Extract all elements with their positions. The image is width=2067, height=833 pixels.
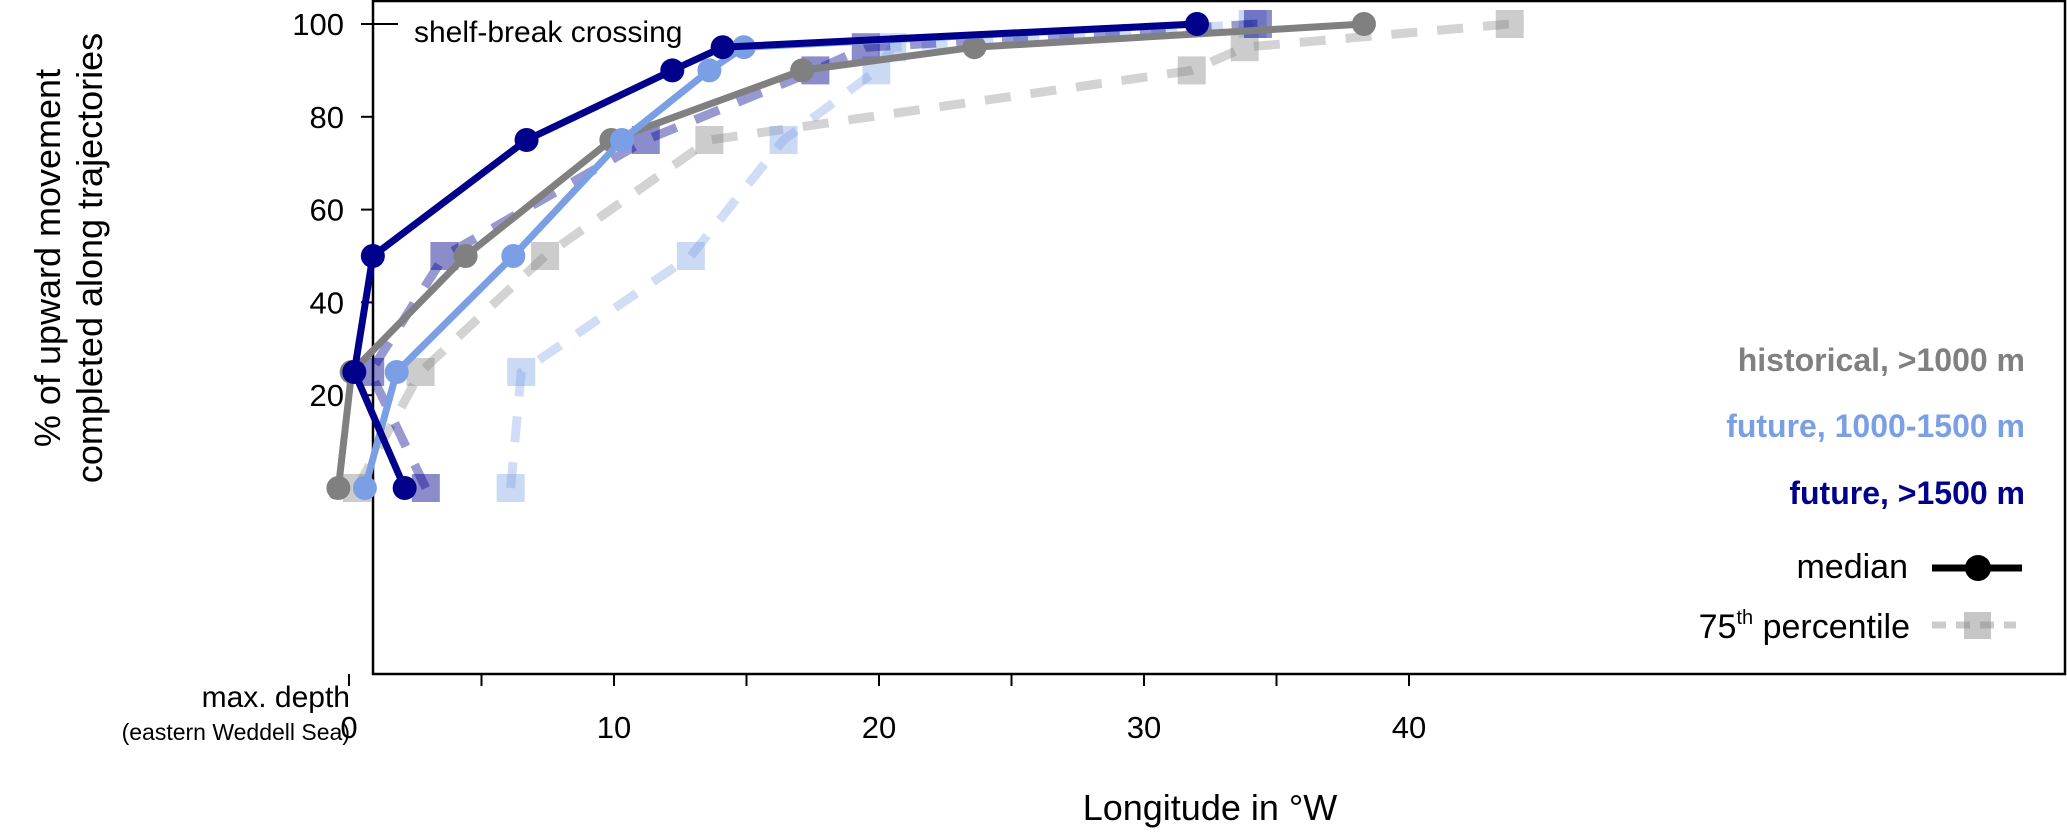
p75-line-historical-1000-m — [353, 19, 1511, 491]
p75-marker-historical-1000-m — [406, 358, 435, 386]
p75-line-future-1500-m — [365, 19, 1259, 490]
p75-marker-future-1000-1500-m — [769, 126, 798, 154]
median-marker-historical-1000-m — [453, 244, 478, 268]
y-axis: 020406080100 — [292, 7, 398, 506]
p75-marker-future-1000-1500-m — [507, 358, 536, 386]
x-tick-label: 20 — [862, 710, 896, 745]
p75-line-future-1000-1500-m — [506, 19, 1253, 489]
max-depth-subannotation: (eastern Weddell Sea) — [122, 719, 350, 745]
median-marker-future-1000-1500-m — [697, 58, 722, 83]
x-axis-title: Longitude in °W — [1083, 787, 1338, 828]
p75-marker-historical-1000-m — [695, 126, 724, 154]
p75-marker-historical-1000-m — [1495, 10, 1524, 38]
median-marker-future-1500-m — [514, 128, 539, 152]
legend-p75-sup: th — [1736, 607, 1753, 629]
median-marker-historical-1000-m — [326, 476, 351, 500]
legend-p75-suffix: percentile — [1753, 608, 1910, 646]
legend-future-1000-1500: future, 1000-1500 m — [1726, 408, 2025, 444]
y-tick-label: 40 — [310, 285, 344, 320]
median-marker-future-1000-1500-m — [501, 244, 526, 268]
median-marker-future-1500-m — [660, 58, 685, 83]
p75-marker-future-1000-1500-m — [676, 242, 705, 270]
legend-p75-number: 75 — [1699, 608, 1737, 646]
median-marker-future-1500-m — [360, 244, 385, 268]
median-line-future-1500-m — [350, 20, 1198, 490]
p75-marker-future-1000-1500-m — [496, 474, 525, 502]
legend-median-marker — [1965, 555, 1991, 581]
x-tick-label: 40 — [1392, 710, 1426, 745]
median-series-layer — [326, 12, 1376, 500]
median-marker-future-1500-m — [342, 360, 367, 384]
median-marker-future-1000-1500-m — [384, 360, 409, 384]
y-tick-label: 100 — [292, 7, 344, 42]
median-marker-historical-1000-m — [1351, 12, 1376, 36]
median-line-future-1000-1500-m — [361, 20, 1198, 489]
median-marker-future-1000-1500-m — [352, 476, 377, 500]
plot-frame — [371, 0, 2067, 676]
x-tick-label: 10 — [597, 710, 631, 745]
median-marker-historical-1000-m — [962, 35, 987, 60]
median-marker-future-1500-m — [1185, 12, 1209, 36]
x-tick-label: 0 — [340, 710, 357, 745]
legend: historical, >1000 m future, 1000-1500 m … — [1699, 342, 2025, 646]
y-axis-title-line-1: % of upward movement — [27, 69, 68, 447]
legend-historical: historical, >1000 m — [1738, 342, 2025, 378]
x-axis: 0 10 20 30 40 — [340, 674, 1426, 745]
legend-future-1500: future, >1500 m — [1789, 475, 2025, 511]
median-marker-future-1500-m — [392, 476, 417, 500]
p75-marker-historical-1000-m — [1177, 56, 1206, 85]
legend-median-label: median — [1796, 548, 1908, 586]
legend-p75-marker — [1964, 612, 1991, 639]
y-axis-title-line-2: completed along trajectories — [69, 33, 110, 483]
median-marker-future-1000-1500-m — [609, 128, 634, 152]
legend-p75-label: 75th percentile — [1699, 607, 1910, 646]
shelf-break-annotation: shelf-break crossing — [414, 16, 682, 49]
max-depth-annotation: max. depth — [202, 681, 350, 714]
p75-marker-historical-1000-m — [531, 242, 560, 270]
p75-marker-historical-1000-m — [1230, 33, 1259, 62]
y-tick-label: 60 — [310, 193, 344, 228]
y-tick-label: 20 — [310, 378, 344, 413]
median-marker-future-1500-m — [710, 35, 735, 60]
x-tick-label: 30 — [1127, 710, 1161, 745]
y-tick-label: 80 — [310, 100, 344, 135]
median-marker-historical-1000-m — [790, 58, 815, 83]
